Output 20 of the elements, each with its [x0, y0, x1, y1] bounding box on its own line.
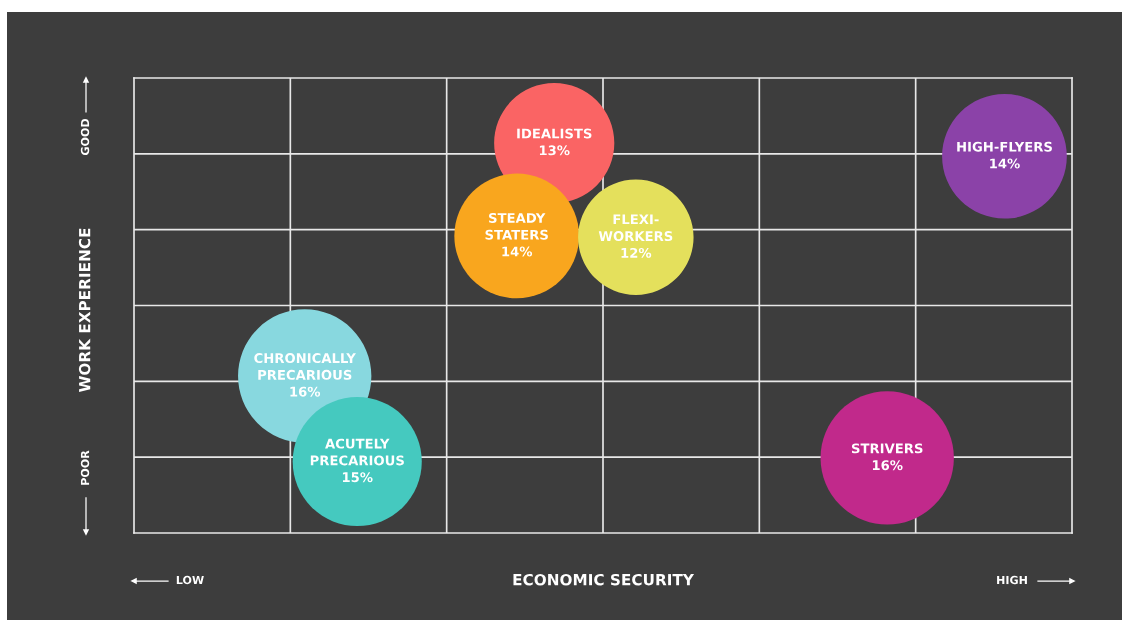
data-label: 13% [539, 145, 570, 156]
data-label: 14% [990, 158, 1020, 169]
category-label: IDEALISTS [517, 128, 592, 139]
text: WORK EXPERIENCE [78, 228, 91, 393]
text: HIGH [997, 575, 1027, 585]
category-label: STRIVERS [851, 443, 923, 454]
text: ECONOMIC SECURITY [513, 573, 695, 586]
text: GOOD [80, 118, 90, 156]
text: POOR [80, 450, 90, 485]
text: LOW [176, 575, 204, 585]
data-label: 16% [290, 386, 321, 397]
category-label: HIGH-FLYERS [957, 141, 1052, 152]
category-label: STEADY STATERS [485, 212, 548, 240]
category-label: CHRONICALLY PRECARIOUS [254, 353, 356, 380]
data-label: 15% [342, 472, 373, 483]
data-label: 14% [502, 246, 533, 257]
category-label: FLEXI- WORKERS [598, 214, 673, 242]
category-label: ACUTELY PRECARIOUS [310, 438, 404, 466]
data-label: 16% [872, 460, 903, 471]
data-label: 12% [621, 247, 652, 258]
